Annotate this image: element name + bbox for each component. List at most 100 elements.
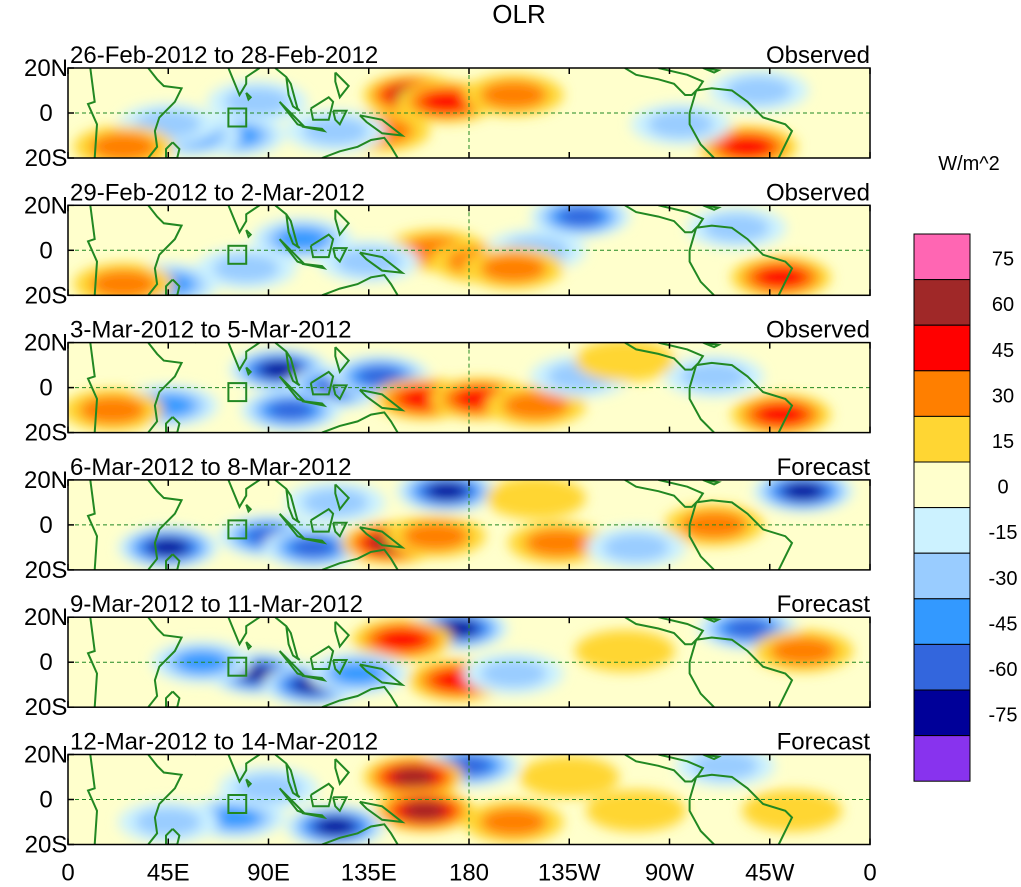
anomaly bbox=[396, 479, 497, 513]
anomaly bbox=[374, 789, 475, 832]
anomaly bbox=[352, 618, 453, 661]
x-tick-label: 45W bbox=[745, 860, 795, 887]
coastline bbox=[195, 205, 261, 235]
anomaly-contour bbox=[680, 362, 748, 391]
coastline bbox=[702, 754, 722, 761]
coastline bbox=[334, 71, 351, 100]
panel-kind: Observed bbox=[766, 179, 870, 206]
anomaly-contour bbox=[586, 789, 687, 832]
coastline bbox=[321, 136, 399, 158]
coastline bbox=[147, 479, 184, 570]
coastline bbox=[688, 90, 715, 158]
coastline bbox=[147, 342, 184, 433]
coastline bbox=[309, 507, 335, 533]
anomaly bbox=[118, 801, 219, 843]
anomaly bbox=[396, 80, 497, 123]
anomaly-contour bbox=[302, 488, 369, 517]
coastline bbox=[624, 479, 705, 508]
anomaly bbox=[530, 205, 631, 238]
y-tick-label: 20N bbox=[24, 742, 68, 769]
coastline bbox=[245, 366, 253, 376]
anomaly bbox=[463, 652, 564, 695]
coastline bbox=[321, 274, 399, 296]
x-tick-label: 180 bbox=[449, 860, 489, 887]
coastline bbox=[688, 639, 715, 708]
coastline bbox=[86, 479, 99, 570]
colorbar-swatch bbox=[913, 507, 971, 554]
y-tick-label: 20S bbox=[25, 557, 68, 584]
coastline bbox=[624, 342, 705, 371]
colorbar-units: W/m^2 bbox=[938, 153, 1000, 175]
anomaly-contour bbox=[357, 366, 402, 387]
colorbar-label: 45 bbox=[992, 340, 1014, 362]
anomaly-contour bbox=[524, 528, 592, 558]
coastline bbox=[301, 262, 328, 270]
x-tick-label: 135E bbox=[341, 860, 397, 887]
coastline bbox=[309, 233, 335, 259]
coastline bbox=[165, 141, 181, 158]
colorbar-swatch bbox=[913, 233, 971, 281]
x-tick-label: 135W bbox=[538, 860, 601, 887]
panel-kind: Observed bbox=[766, 42, 870, 69]
coastline bbox=[165, 828, 181, 845]
anomaly-contour bbox=[268, 400, 313, 420]
y-tick-label: 20S bbox=[25, 282, 68, 309]
colorbar-label: -45 bbox=[989, 613, 1018, 635]
colorbar-swatch bbox=[913, 643, 971, 691]
coastline bbox=[702, 479, 722, 486]
coastline bbox=[195, 754, 261, 784]
x-tick-label: 90W bbox=[645, 860, 695, 887]
colorbar-label: -15 bbox=[989, 522, 1018, 544]
anomaly bbox=[586, 526, 687, 569]
panel: 12-Mar-2012 to 14-Mar-2012 Forecast 20N 0 20… bbox=[24, 729, 871, 859]
anomaly-contour bbox=[725, 76, 792, 105]
colorbar-label: 15 bbox=[992, 431, 1014, 453]
coastlines bbox=[86, 617, 794, 708]
coastline bbox=[688, 227, 715, 296]
coastline bbox=[274, 68, 301, 112]
coastline bbox=[334, 209, 351, 237]
anomaly-contour bbox=[135, 807, 202, 837]
coastline bbox=[688, 502, 715, 570]
y-tick-label: 20S bbox=[25, 420, 68, 447]
coastline bbox=[245, 229, 253, 239]
coastline bbox=[696, 224, 794, 296]
anomaly-contour bbox=[602, 533, 670, 562]
coastline bbox=[624, 68, 705, 96]
map-area bbox=[68, 479, 870, 570]
anomaly bbox=[118, 526, 219, 569]
anomaly bbox=[753, 479, 854, 513]
panel: 9-Mar-2012 to 11-Mar-2012 Forecast 20N 0 20S bbox=[24, 591, 871, 721]
anomaly bbox=[730, 256, 831, 296]
coastline bbox=[309, 370, 335, 396]
coastline bbox=[688, 776, 715, 845]
colorbar-swatch bbox=[913, 415, 971, 463]
anomaly-contour bbox=[502, 391, 570, 420]
anomaly-contour bbox=[391, 767, 436, 787]
coastline bbox=[359, 251, 406, 275]
anomaly bbox=[742, 789, 843, 832]
anomaly bbox=[385, 515, 486, 558]
coastline bbox=[696, 499, 794, 570]
coastline bbox=[334, 620, 351, 649]
coastline bbox=[624, 617, 705, 646]
anomaly-contour bbox=[742, 789, 843, 832]
anomaly bbox=[664, 355, 765, 398]
y-tick-label: 0 bbox=[39, 787, 52, 814]
coastline bbox=[359, 663, 406, 687]
coastline bbox=[274, 479, 301, 524]
colorbar-swatch bbox=[913, 461, 971, 509]
anomaly-contour bbox=[754, 266, 807, 289]
anomaly-contour bbox=[558, 206, 603, 227]
colorbar-swatch bbox=[913, 689, 971, 737]
anomaly-contour bbox=[420, 90, 473, 114]
anomaly bbox=[307, 652, 408, 695]
anomaly-field bbox=[118, 479, 854, 569]
panel: 6-Mar-2012 to 8-Mar-2012 Forecast 20N 0 20S bbox=[24, 454, 871, 584]
y-tick-label: 20S bbox=[25, 832, 68, 859]
coastline bbox=[245, 641, 253, 651]
anomaly-contour bbox=[331, 662, 384, 685]
coastline bbox=[309, 96, 335, 121]
coastline bbox=[624, 754, 705, 783]
chart-title: OLR bbox=[492, 0, 545, 29]
